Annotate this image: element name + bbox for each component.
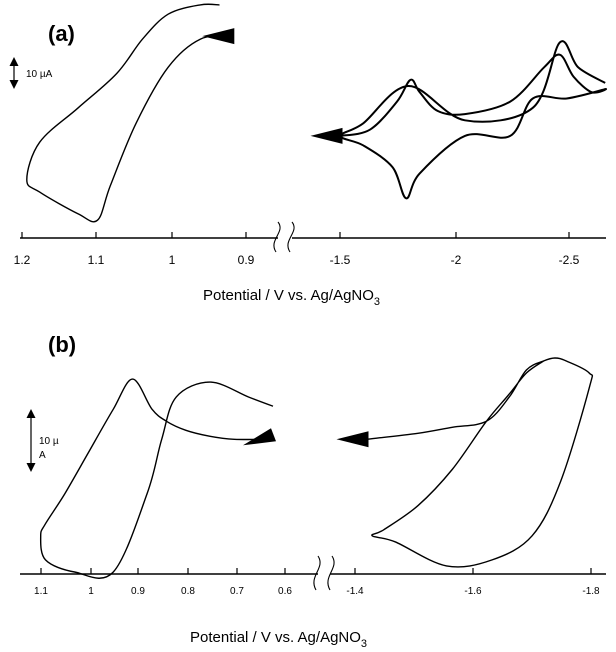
- panel-b-tick-label: 0.8: [181, 586, 195, 597]
- panel-b-start-marker-left: [243, 428, 276, 446]
- panel-a-axis-break-mark-2: [287, 221, 295, 253]
- panel-a-tick-label: 1: [169, 253, 176, 267]
- panel-a-tick-label: 1.1: [88, 253, 105, 267]
- panel-a-trace-oxidation: [26, 3, 233, 223]
- panel-a-axis-break: [273, 221, 295, 253]
- panel-b-tick-label: 0.6: [278, 586, 292, 597]
- panel-b-tick-label: 1.1: [34, 586, 48, 597]
- panel-b-x-axis-title: Potential / V vs. Ag/AgNO3: [190, 629, 367, 650]
- panel-b-scale-bar-label-line2: A: [39, 450, 46, 461]
- panel-b-x-axis-title-main: Potential / V vs. Ag/AgNO: [190, 629, 361, 646]
- panel-a-tick-label: 1.2: [14, 253, 31, 267]
- panel-b-scale-bar-label-line1: 10 µ: [39, 436, 59, 447]
- panel-a-tick-label: -2.5: [559, 253, 580, 267]
- panel-a-start-marker-left: [202, 28, 235, 45]
- panel-a-x-axis-title: Potential / V vs. Ag/AgNO3: [203, 287, 380, 308]
- panel-b-axis-break: [313, 555, 335, 591]
- panel-b-axis-break-mark-1: [313, 555, 321, 591]
- panel-a-start-marker-right: [310, 127, 343, 144]
- panel-b-trace-oxidation: [39, 378, 274, 579]
- panel-b-tick-label: 0.7: [230, 586, 244, 597]
- panel-b-start-marker-right: [336, 431, 369, 448]
- panel-a: (a) 10 µA 1.2 1.1 1 0.9 -1.5 -2 -2.5 Pot…: [9, 3, 608, 308]
- panel-a-label: (a): [48, 21, 75, 46]
- panel-a-axis-break-mark-1: [273, 221, 281, 253]
- panel-b-tick-label: -1.4: [346, 586, 364, 597]
- panel-b-scale-bar: 10 µ A: [26, 409, 59, 472]
- panel-b-x-axis-title-subscript: 3: [361, 638, 367, 650]
- panel-a-x-axis-title-main: Potential / V vs. Ag/AgNO: [203, 287, 374, 304]
- panel-b-trace-reduction: [366, 357, 594, 568]
- panel-b-axis-break-mark-2: [327, 555, 335, 591]
- panel-a-tick-label: -2: [451, 253, 462, 267]
- panel-b-tick-label: -1.6: [464, 586, 482, 597]
- panel-b-tick-label: -1.8: [582, 586, 600, 597]
- panel-a-scale-bar-top-arrow: [9, 57, 19, 66]
- panel-b: (b) 10 µ A 1.1 1 0.9 0.8 0.7 0.6: [20, 332, 606, 650]
- panel-b-label: (b): [48, 332, 76, 357]
- panel-b-tick-label: 1: [88, 586, 94, 597]
- panel-b-scale-bar-top-arrow: [26, 409, 36, 418]
- panel-a-tick-label: -1.5: [330, 253, 351, 267]
- panel-a-scale-bar-bottom-arrow: [9, 80, 19, 89]
- panel-a-scale-bar: 10 µA: [9, 57, 53, 89]
- panel-b-scale-bar-bottom-arrow: [26, 463, 36, 472]
- panel-a-scale-bar-label: 10 µA: [26, 69, 53, 80]
- panel-b-tick-label: 0.9: [131, 586, 145, 597]
- panel-a-tick-label: 0.9: [238, 253, 255, 267]
- panel-a-trace-reduction: [339, 40, 608, 200]
- panel-a-x-axis-title-subscript: 3: [374, 296, 380, 308]
